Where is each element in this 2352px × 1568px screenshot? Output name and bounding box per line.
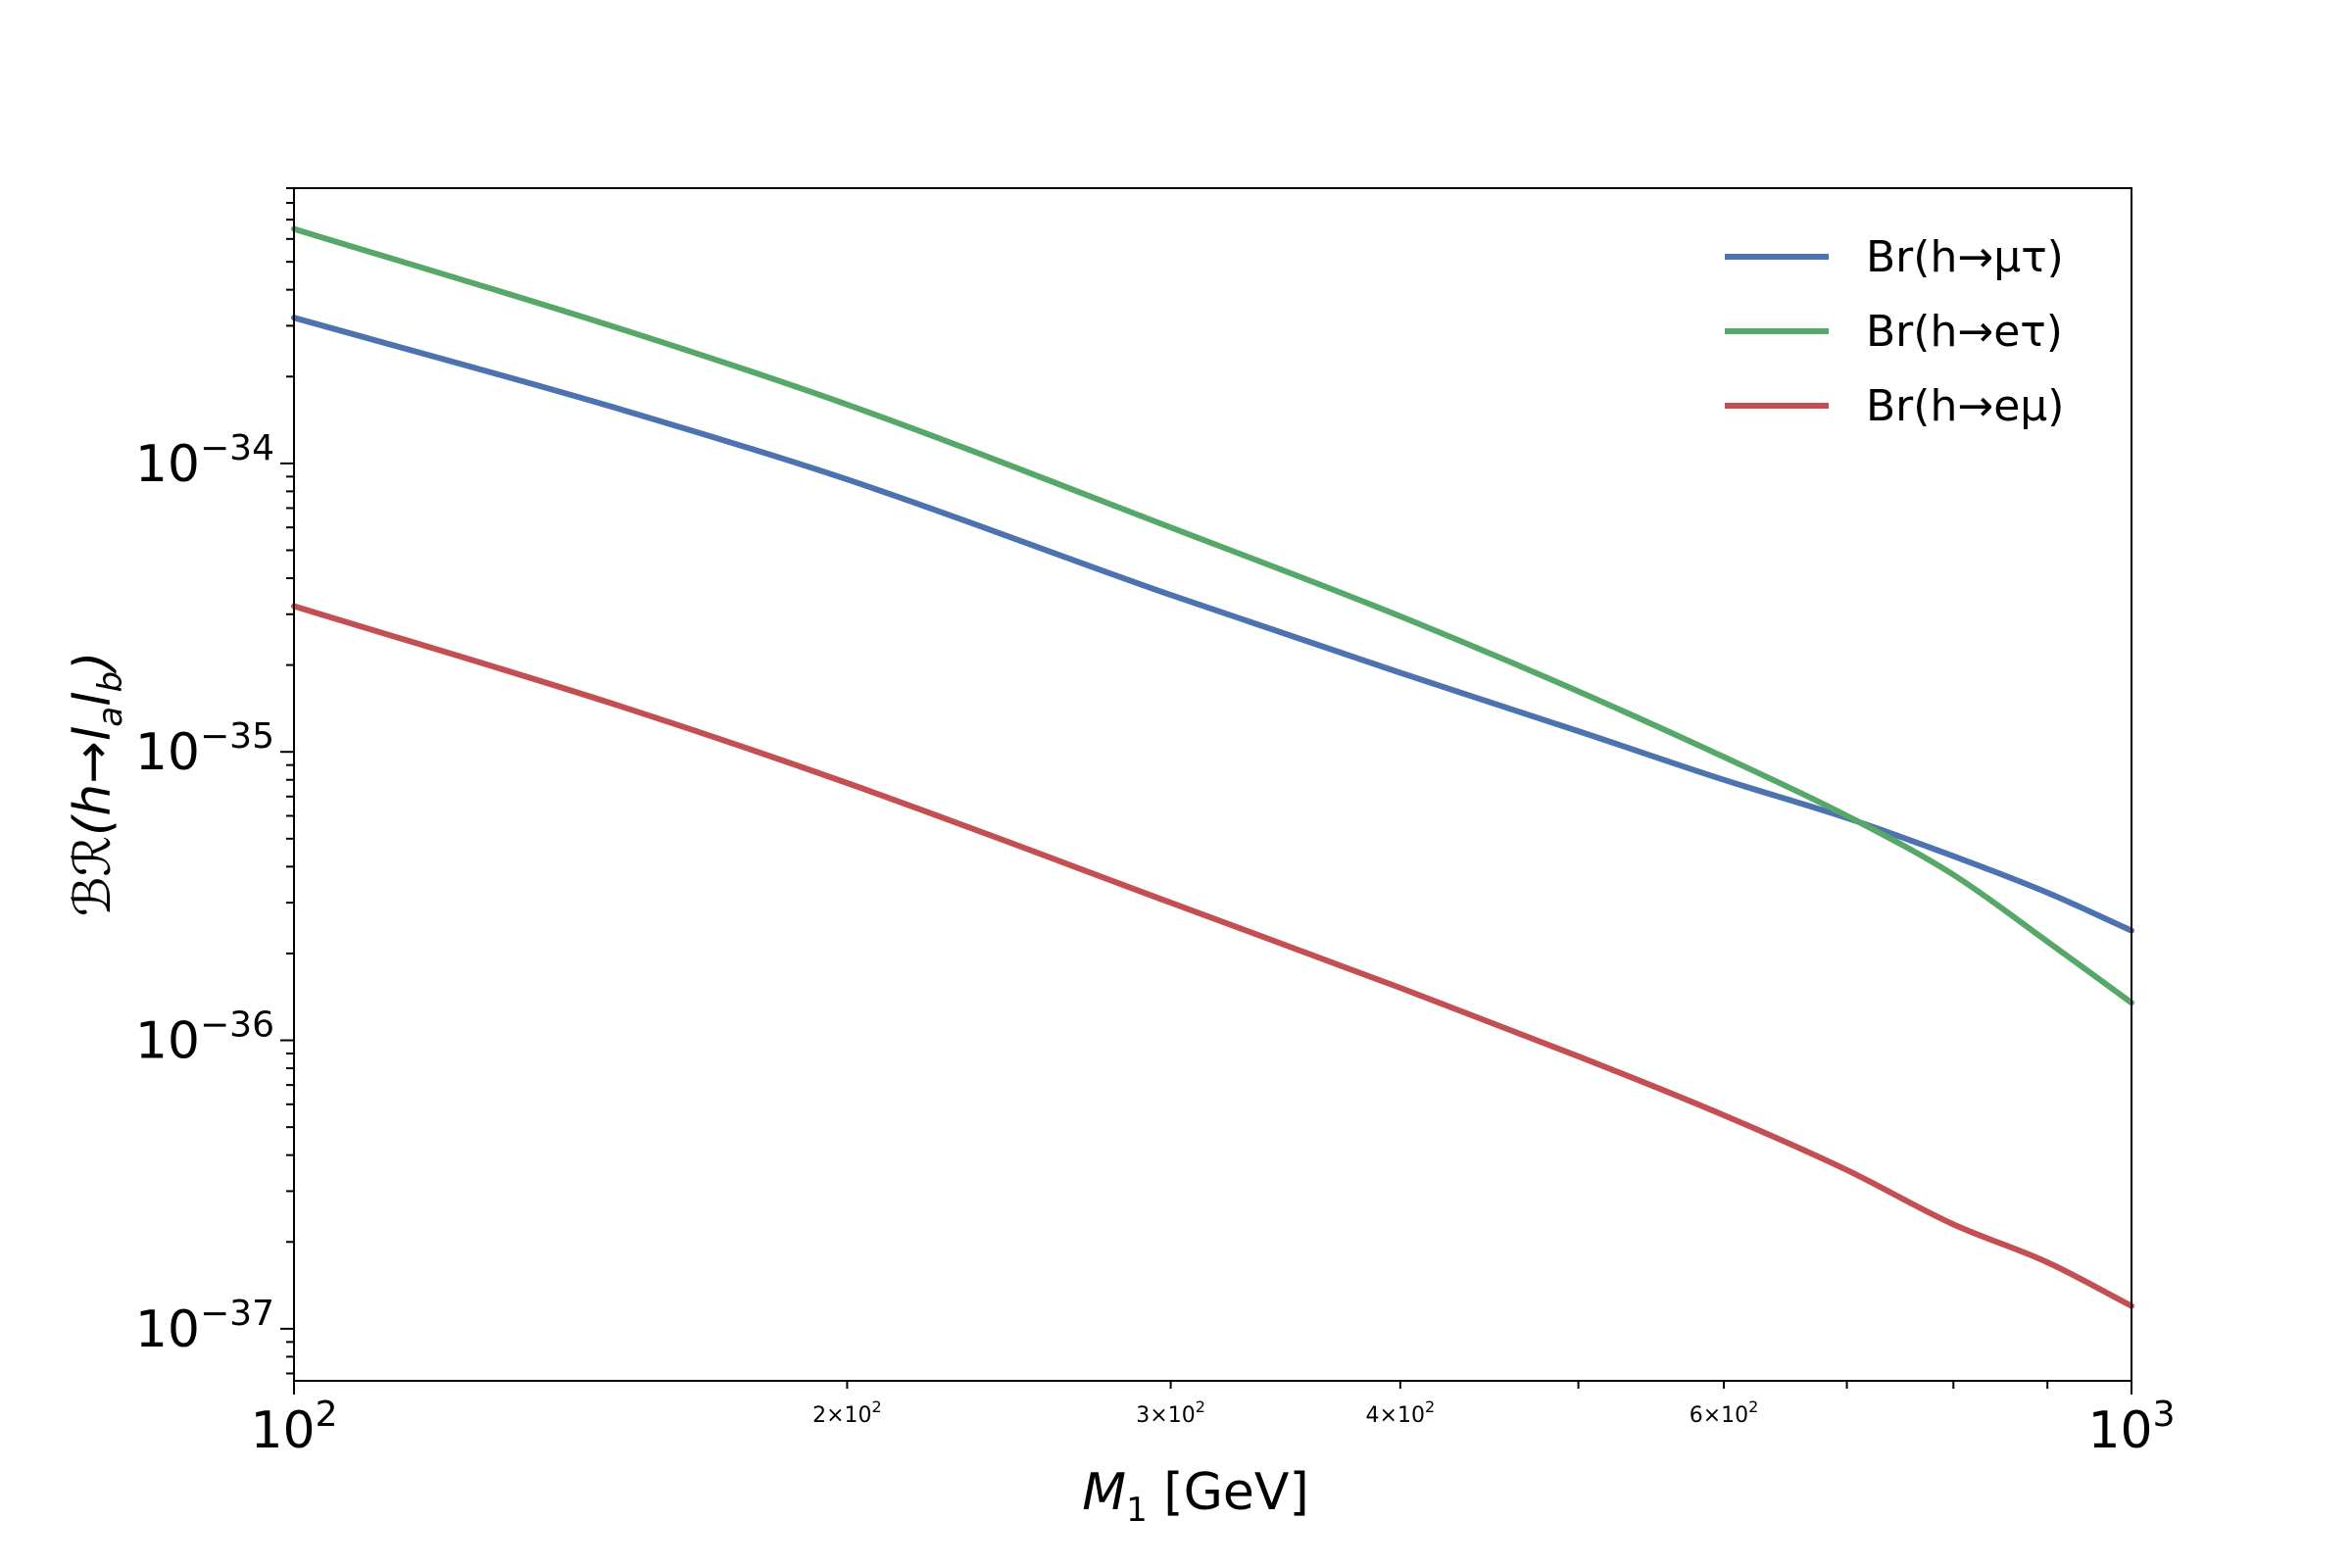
x-axis-title: M1 [GeV] xyxy=(1082,1463,1308,1530)
x-minor-tick-label: 2×102 xyxy=(812,1397,882,1428)
x-minor-tick-label: 4×102 xyxy=(1366,1397,1436,1428)
legend-label-mu-tau: Br(h→μτ) xyxy=(1866,232,2064,282)
legend-label-e-tau: Br(h→eτ) xyxy=(1866,307,2063,357)
plot-frame xyxy=(293,187,2132,1382)
minor-ticks xyxy=(286,187,2049,1389)
x-axis: 102 103 2×102 3×102 4×102 6×102 xyxy=(250,1381,2176,1460)
x-minor-tick-label: 3×102 xyxy=(1136,1397,1205,1428)
y-axis: 10−34 10−35 10−36 10−37 xyxy=(135,428,294,1359)
x-tick-label: 102 xyxy=(250,1395,337,1460)
y-tick-label: 10−35 xyxy=(135,716,274,782)
y-tick-label: 10−34 xyxy=(135,428,274,494)
series-layer xyxy=(291,225,2134,1309)
y-axis-title: ℬℛ(h→lalb) xyxy=(64,652,130,917)
series-line-e-tau xyxy=(291,225,2134,1006)
series-line-mu-tau xyxy=(291,315,2134,934)
legend-label-e-mu: Br(h→eμ) xyxy=(1866,381,2064,431)
series-line-e-mu xyxy=(291,603,2134,1309)
x-minor-tick-label: 6×102 xyxy=(1690,1397,1759,1428)
y-tick-label: 10−37 xyxy=(135,1294,274,1359)
x-tick-label: 103 xyxy=(2087,1395,2175,1460)
y-tick-label: 10−36 xyxy=(135,1005,274,1071)
legend: Br(h→μτ) Br(h→eτ) Br(h→eμ) xyxy=(1725,232,2064,431)
